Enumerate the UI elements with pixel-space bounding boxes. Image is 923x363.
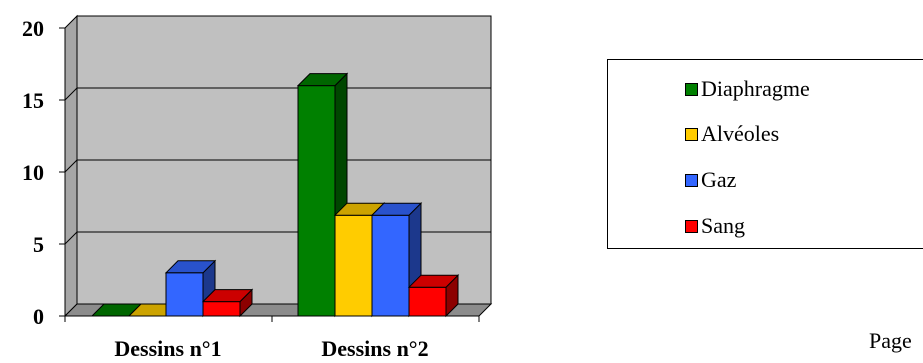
bar-top	[201, 289, 254, 303]
bar	[201, 288, 254, 318]
y-tick-label: 0	[33, 304, 44, 329]
legend-label-alveoles: Alvéoles	[701, 121, 780, 146]
bar-top	[407, 274, 460, 288]
gridlines	[64, 87, 491, 245]
y-tick-label: 20	[22, 16, 44, 41]
legend-swatch-gaz	[685, 173, 698, 187]
legend: Diaphragme Alvéoles Gaz Sang	[607, 59, 923, 249]
bar-front	[371, 214, 410, 317]
bar-top	[296, 73, 349, 87]
legend-label-gaz: Gaz	[701, 167, 737, 192]
legend-swatch-sang	[685, 219, 698, 233]
legend-swatch-alveoles	[685, 127, 698, 141]
bar-top	[164, 260, 217, 274]
legend-label-diaphragme: Diaphragme	[701, 76, 810, 101]
x-tick-label: Dessins n°2	[321, 336, 428, 361]
legend-label-sang: Sang	[701, 213, 745, 238]
gridline-side	[64, 231, 78, 245]
bar-top	[370, 202, 423, 216]
legend-item-alveoles: Alvéoles	[685, 121, 779, 147]
legend-item-diaphragme: Diaphragme	[685, 76, 810, 102]
gridline-side	[64, 87, 78, 101]
bar-front	[165, 272, 204, 317]
y-axis: 0 5 10 15 20	[22, 16, 66, 329]
bar-front	[202, 301, 241, 317]
x-axis: Dessins n°1 Dessins n°2	[64, 315, 480, 361]
y-tick-label: 15	[22, 88, 44, 113]
bar-front	[297, 85, 336, 317]
bar	[407, 273, 460, 318]
bars	[90, 72, 460, 318]
bar-front	[408, 286, 447, 317]
legend-item-sang: Sang	[685, 213, 745, 239]
x-tick-label: Dessins n°1	[114, 336, 221, 361]
page-label: Page	[869, 328, 912, 353]
legend-item-gaz: Gaz	[685, 167, 736, 193]
y-tick-label: 10	[22, 160, 44, 185]
bar-front	[334, 214, 373, 317]
gridline-side	[64, 159, 78, 173]
y-tick-label: 5	[33, 232, 44, 257]
legend-swatch-diaphragme	[685, 82, 698, 96]
